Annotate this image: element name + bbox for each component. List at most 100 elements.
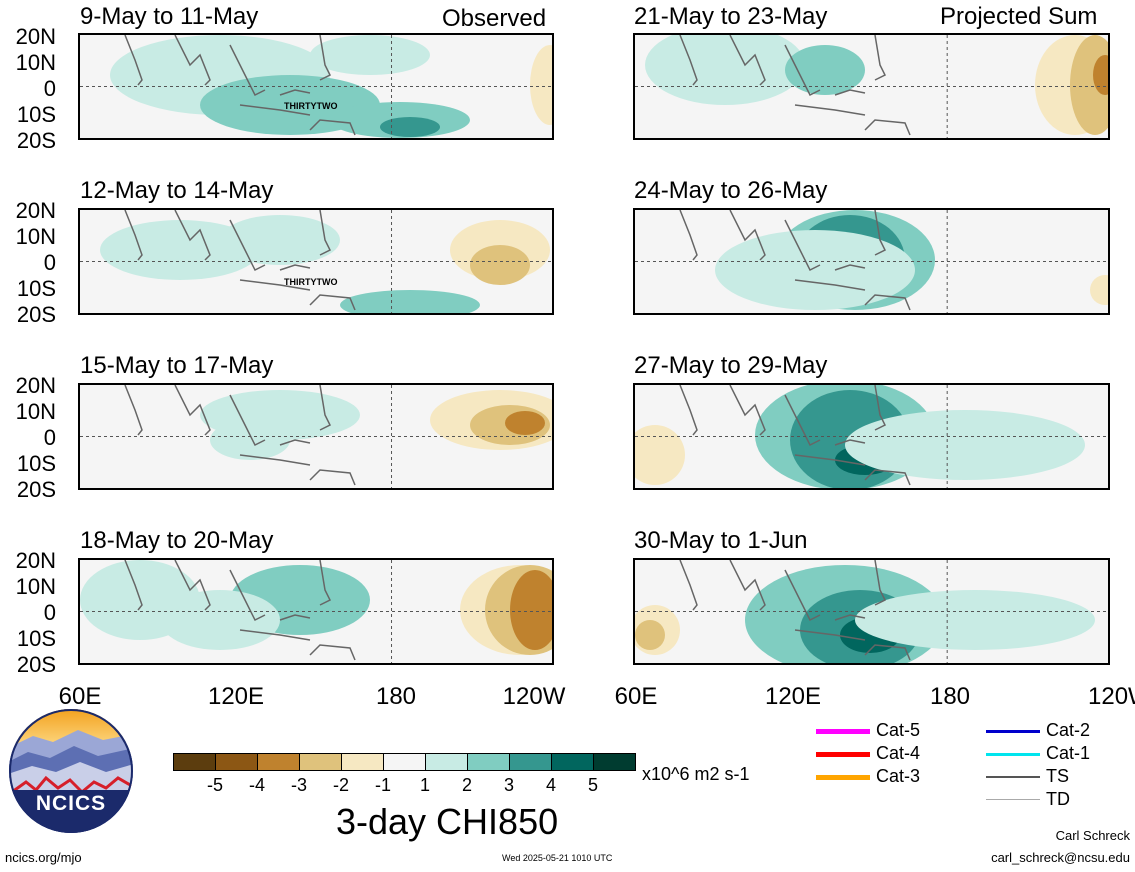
anomaly-shading [160,590,280,650]
coastline-path [124,210,356,311]
colorbar-tick-label: -3 [290,775,308,795]
lon-label-120w: 120W [502,683,566,710]
legend-label: Cat-1 [1046,743,1091,763]
panel-title-right-3: 27-May to 29-May [634,352,828,379]
anomaly-shading [1093,55,1108,95]
panel-title-right-4: 30-May to 1-Jun [634,527,808,554]
colorbar-title: 3-day CHI850 [336,801,559,842]
panel-title-left-1: 9-May to 11-May [80,3,259,30]
logo-text: NCICS [35,792,107,815]
map-panel-left-3 [78,383,554,490]
storm-label: THIRTYTWO [284,277,338,287]
lat-label-10s: 10S [16,102,56,127]
anomaly-shading [530,45,552,125]
map-panel-right-1 [633,33,1110,140]
anomaly-shading [210,420,290,460]
coastline-path [124,560,356,661]
lat-label-0: 0 [43,250,56,275]
colorbar-tick-label: 3 [503,775,515,795]
footer-timestamp: Wed 2025-05-21 1010 UTC [502,853,613,863]
coastline [679,385,911,486]
coastline-path [679,210,911,311]
lat-label-10n: 10N [15,224,56,249]
colorbar-tick-label: -2 [332,775,350,795]
legend-label: Cat-3 [876,766,921,786]
map-svg [635,385,1108,488]
anomaly-shading [380,117,440,137]
footer-site: ncics.org/mjo [5,850,82,865]
map-panel-right-2 [633,208,1110,315]
panel-title-left-2: 12-May to 14-May [80,177,274,204]
map-panel-right-3 [633,383,1110,490]
lon-label-120e: 120E [764,683,822,710]
legend-label: Cat-2 [1046,720,1091,740]
legend-label: Cat-4 [876,743,921,763]
coastline [679,210,911,311]
map-svg [635,210,1108,313]
lat-label-10s: 10S [16,626,56,651]
lat-label-20n: 20N [15,373,56,398]
lat-label-20s: 20S [16,302,56,327]
lat-label-0: 0 [43,76,56,101]
lon-label-60e: 60E [58,683,102,710]
lon-label-60e: 60E [614,683,658,710]
projected-sum-label: Projected Sum [940,3,1098,30]
map-panel-left-2 [78,208,554,315]
lat-label-10s: 10S [16,276,56,301]
lon-label-180: 180 [375,683,417,710]
colorbar-swatch [173,753,216,771]
legend-swatch [986,776,1040,778]
coastline [124,210,356,311]
panel-title-left-4: 18-May to 20-May [80,527,274,554]
ncics-logo-graphic [9,709,133,833]
lat-label-20s: 20S [16,477,56,502]
storm-label: THIRTYTWO [284,101,338,111]
lat-label-20n: 20N [15,198,56,223]
coastline-path [679,35,911,136]
anomaly-shading [645,35,805,105]
coastline-path [124,35,356,136]
coastline [124,35,356,136]
anomaly-shading [715,230,915,310]
legend-label: TS [1046,766,1070,786]
colorbar-tick-label: 1 [419,775,431,795]
lat-label-0: 0 [43,425,56,450]
map-svg [635,560,1108,663]
anomaly-shading [100,220,260,280]
map-panel-left-4 [78,558,554,665]
lon-label-120w: 120W [1088,683,1135,710]
colorbar [173,753,636,773]
colorbar-swatch [341,753,384,771]
colorbar-ticks: -5 -4 -3 -2 -1 1 2 3 4 5 [173,775,635,797]
colorbar-swatch [299,753,342,771]
legend-label: TD [1046,789,1070,809]
legend-swatch [816,752,870,757]
anomaly-shading [1090,275,1108,305]
lat-label-10s: 10S [16,451,56,476]
legend-swatch [816,775,870,780]
lat-label-20s: 20S [16,652,56,677]
legend-swatch [986,730,1040,733]
ncics-logo: NCICS [8,708,134,834]
colorbar-swatch [383,753,426,771]
anomaly-shading [510,570,552,650]
colorbar-swatch [257,753,300,771]
coastline [679,560,911,661]
panel-title-right-2: 24-May to 26-May [634,177,828,204]
anomaly-shading [505,411,545,435]
colorbar-tick-label: -5 [206,775,224,795]
map-svg [80,385,552,488]
lon-label-180: 180 [929,683,971,710]
anomaly-shading [470,245,530,285]
colorbar-swatch [467,753,510,771]
legend-swatch [986,799,1040,800]
map-svg [80,35,552,138]
anomaly-shading [855,590,1095,650]
anomaly-shading [635,620,665,650]
coastline-path [124,385,356,486]
anomaly-shading [785,45,865,95]
footer-author: Carl Schreck [1055,828,1130,843]
anomaly-shading [340,290,480,313]
legend-swatch [986,753,1040,756]
map-panel-left-1 [78,33,554,140]
